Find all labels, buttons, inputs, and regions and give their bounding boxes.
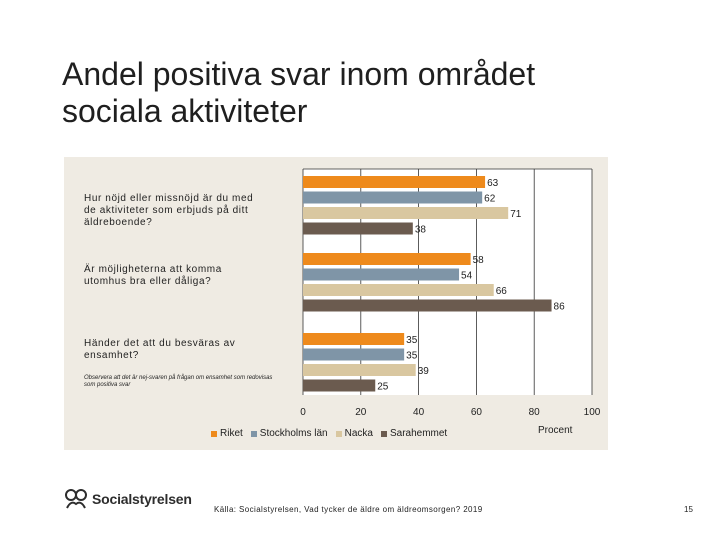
legend-item-riket: Riket (211, 428, 243, 439)
legend-swatch-sarahemmet (380, 430, 387, 437)
data-label-stockholms-l-n-q1: 62 (484, 194, 496, 205)
legend-label-riket: Riket (220, 428, 243, 439)
legend-swatch-nacka (335, 430, 342, 437)
bar-riket-q3 (303, 333, 405, 345)
legend-item-sarahemmet: Sarahemmet (380, 428, 448, 439)
bar-stockholms-l-n-q3 (303, 348, 405, 361)
bar-nacka-q2 (303, 284, 494, 296)
category-label-1: Hur nöjd eller missnöjd är du med de akt… (84, 193, 254, 228)
bar-stockholms-l-n-q1 (303, 191, 483, 204)
bar-stockholms-l-n-q2 (303, 268, 460, 281)
bar-nacka-q1 (303, 207, 509, 219)
logo-text: Socialstyrelsen (92, 491, 192, 507)
category-label-3: Händer det att du besväras av ensamhet? (84, 338, 236, 361)
data-label-riket-q2: 58 (473, 255, 485, 266)
chart-legend: Riket Stockholms län Nacka Sarahemmet (211, 428, 447, 439)
data-label-riket-q1: 63 (487, 178, 499, 189)
legend-label-sarahemmet: Sarahemmet (389, 428, 448, 439)
legend-label-nacka: Nacka (344, 428, 373, 439)
data-label-sarahemmet-q3: 25 (377, 382, 389, 393)
data-label-riket-q3: 35 (406, 335, 418, 346)
socialstyrelsen-logo: Socialstyrelsen (64, 488, 192, 510)
bar-sarahemmet-q3 (303, 379, 376, 392)
data-label-stockholms-l-n-q2: 54 (461, 271, 473, 282)
x-tick-label-20: 20 (355, 407, 367, 418)
data-label-stockholms-l-n-q3: 35 (406, 351, 418, 362)
x-tick-label-40: 40 (413, 407, 425, 418)
chart-panel: 0 20 40 60 80 100 63 62 71 38 58 54 66 86 35 35 39 25 Hur… (64, 157, 608, 450)
source-note: Källa: Socialstyrelsen, Vad tycker de äl… (214, 505, 483, 514)
x-tick-label-100: 100 (584, 407, 601, 418)
category-note: Observera att det är nej-svaren på fråga… (84, 375, 273, 388)
data-label-sarahemmet-q2: 86 (554, 302, 566, 313)
legend-swatch-riket (211, 430, 217, 437)
x-tick-label-60: 60 (471, 407, 483, 418)
x-tick-label-80: 80 (529, 407, 541, 418)
bar-sarahemmet-q1 (303, 222, 413, 235)
bar-riket-q1 (303, 176, 486, 188)
legend-item-nacka: Nacka (335, 428, 373, 439)
slide-title: Andel positiva svar inom området sociala… (62, 56, 662, 130)
data-label-nacka-q3: 39 (418, 366, 430, 377)
x-axis-label: Procent (538, 425, 573, 436)
bar-sarahemmet-q2 (303, 299, 552, 312)
logo-emblem-icon (65, 489, 87, 509)
category-label-2: Är möjligheterna att komma utomhus bra e… (84, 264, 222, 287)
data-label-nacka-q2: 66 (496, 286, 508, 297)
x-tick-label-0: 0 (300, 407, 306, 418)
title-line-2: sociala aktiviteter (62, 93, 308, 129)
legend-label-stockholms-lan: Stockholms län (259, 428, 328, 439)
page-number: 15 (684, 505, 693, 514)
bar-nacka-q3 (303, 364, 416, 376)
bar-riket-q2 (303, 253, 471, 265)
title-line-1: Andel positiva svar inom området (62, 56, 536, 92)
legend-item-stockholms-lan: Stockholms län (250, 428, 328, 439)
data-label-nacka-q1: 71 (510, 209, 522, 220)
legend-swatch-stockholms-lan (250, 430, 257, 437)
data-label-sarahemmet-q1: 38 (415, 225, 427, 236)
